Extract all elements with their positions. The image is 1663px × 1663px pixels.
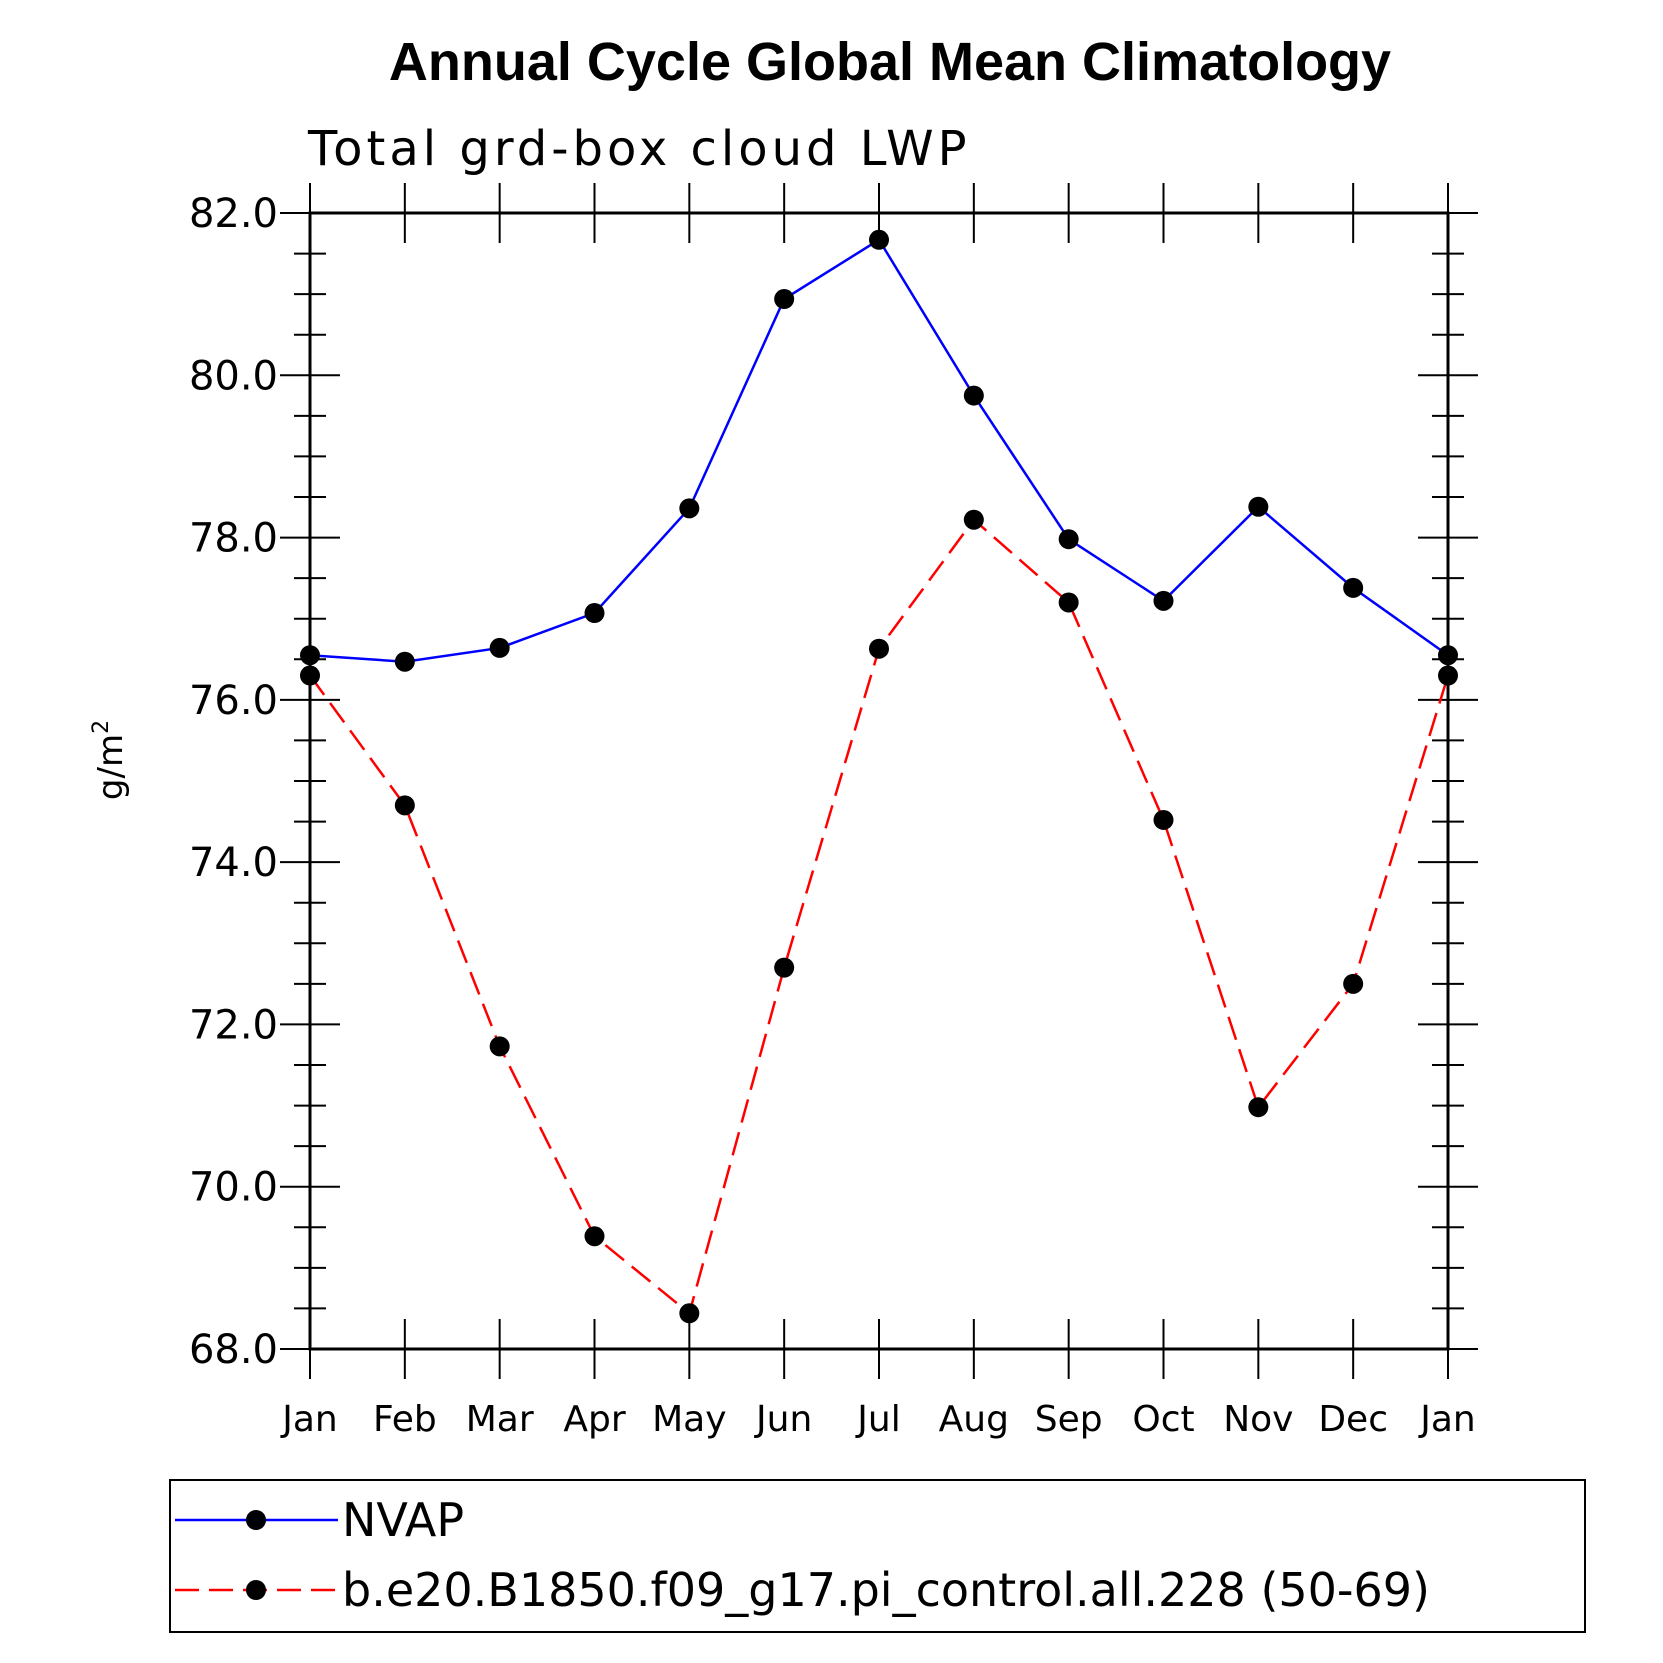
legend: NVAP b.e20.B1850.f09_g17.pi_control.all.2… [175, 1493, 1430, 1617]
data-point-series-0 [584, 603, 605, 624]
data-point-series-1 [1248, 1097, 1269, 1118]
y-tick-label: 72.0 [189, 1002, 278, 1048]
y-tick-label: 74.0 [189, 840, 278, 886]
chart-title: Annual Cycle Global Mean Climatology [389, 32, 1391, 92]
legend-marker-1 [246, 1580, 266, 1600]
x-tick-label: Jul [855, 1399, 900, 1440]
data-point-series-1 [394, 795, 415, 816]
y-tick-label: 82.0 [189, 191, 278, 237]
y-tick-label: 70.0 [189, 1165, 278, 1211]
data-point-series-0 [869, 229, 889, 250]
x-tick-label: Jan [280, 1399, 338, 1440]
x-tick-label: Feb [373, 1399, 437, 1440]
svg-text:g/m2: g/m2 [89, 720, 131, 800]
x-tick-label: Aug [939, 1399, 1009, 1440]
data-point-series-0 [679, 498, 700, 519]
y-axis-label: g/m2 [89, 720, 131, 800]
data-point-series-1 [489, 1036, 510, 1057]
x-tick-label: Dec [1318, 1399, 1388, 1440]
y-axis-label-superscript: 2 [89, 720, 114, 734]
data-point-series-1 [1438, 665, 1458, 686]
data-point-series-1 [1343, 973, 1364, 994]
data-point-series-1 [963, 509, 984, 530]
data-point-series-1 [300, 665, 320, 686]
data-point-series-1 [774, 957, 795, 978]
data-point-series-0 [1343, 577, 1364, 598]
y-tick-label: 68.0 [189, 1327, 278, 1373]
legend-label-0: NVAP [342, 1493, 464, 1547]
x-tick-label: Sep [1035, 1399, 1103, 1440]
data-point-series-1 [584, 1226, 605, 1247]
y-tick-label: 76.0 [189, 678, 278, 724]
x-tick-label: May [652, 1399, 726, 1440]
data-point-series-1 [1058, 592, 1079, 613]
series-line-0 [309, 238, 1449, 663]
data-point-series-0 [774, 289, 795, 310]
data-point-series-0 [1248, 496, 1269, 517]
series-layer [300, 229, 1458, 1324]
x-tick-label: Apr [563, 1399, 625, 1440]
plot-frame [308, 211, 1450, 1351]
legend-marker-0 [246, 1510, 266, 1530]
data-point-series-1 [869, 638, 889, 659]
legend-label-1: b.e20.B1850.f09_g17.pi_control.all.228 (… [342, 1563, 1430, 1617]
x-tick-label: Mar [466, 1399, 534, 1440]
y-axis-label-text: g/m [91, 734, 131, 800]
data-point-series-0 [963, 385, 984, 406]
data-point-series-0 [1058, 529, 1079, 550]
data-point-series-0 [300, 645, 320, 666]
legend-box [169, 1479, 1586, 1633]
chart-subtitle: Total grd-box cloud LWP [307, 121, 971, 177]
x-tick-label: Oct [1132, 1399, 1194, 1440]
data-point-series-1 [1153, 809, 1174, 830]
y-tick-label: 78.0 [189, 516, 278, 562]
axes: 68.0 70.0 72.0 74.0 76.0 78.0 80.0 82.0 Jan Feb Ma… [189, 183, 1478, 1440]
data-point-series-0 [1153, 590, 1174, 611]
data-point-series-0 [1438, 645, 1458, 666]
x-tick-label: Nov [1223, 1399, 1293, 1440]
data-point-series-1 [679, 1303, 700, 1324]
data-point-series-0 [489, 637, 510, 658]
x-tick-label: Jan [1418, 1399, 1476, 1440]
data-point-series-0 [394, 651, 415, 672]
y-tick-label: 80.0 [189, 353, 278, 399]
x-tick-label: Jun [754, 1399, 812, 1440]
